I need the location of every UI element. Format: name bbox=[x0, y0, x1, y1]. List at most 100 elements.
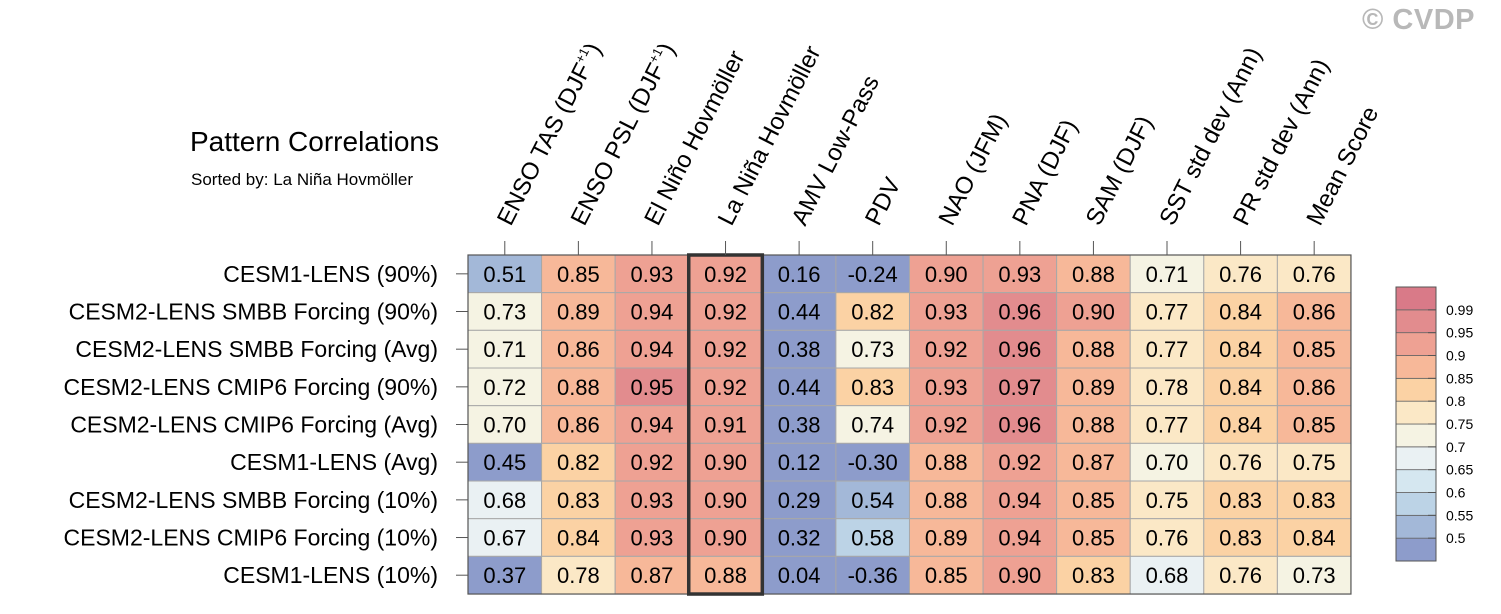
cell-value-label: 0.54 bbox=[851, 488, 894, 513]
cell-value-label: 0.83 bbox=[1293, 488, 1336, 513]
row-label: CESM1-LENS (90%) bbox=[223, 261, 438, 287]
cell-value-label: 0.96 bbox=[998, 413, 1041, 438]
cell-value-label: 0.88 bbox=[925, 450, 968, 475]
cell-value-label: 0.90 bbox=[704, 526, 747, 551]
cell-value-label: 0.84 bbox=[1219, 300, 1262, 325]
cell-value-label: 0.90 bbox=[925, 262, 968, 287]
heatmap-cell bbox=[1056, 442, 1131, 482]
heatmap-cell bbox=[835, 442, 910, 482]
cell-value-label: 0.89 bbox=[1072, 375, 1115, 400]
cell-value-label: 0.68 bbox=[483, 488, 526, 513]
cell-value-label: 0.86 bbox=[1293, 300, 1336, 325]
cell-value-label: 0.77 bbox=[1146, 337, 1189, 362]
cell-value-label: -0.30 bbox=[848, 450, 898, 475]
cell-value-label: 0.83 bbox=[557, 488, 600, 513]
colorbar-swatch bbox=[1395, 377, 1437, 402]
cell-value-label: 0.88 bbox=[1072, 413, 1115, 438]
copyright-watermark: © CVDP bbox=[1362, 4, 1475, 36]
heatmap-cell bbox=[1203, 480, 1278, 520]
cell-value-label: 0.84 bbox=[1219, 375, 1262, 400]
chart-subtitle: Sorted by: La Niña Hovmöller bbox=[191, 170, 414, 189]
colorbar-label: 0.9 bbox=[1446, 348, 1466, 364]
heatmap-cell bbox=[982, 518, 1058, 557]
heatmap-cell bbox=[541, 367, 616, 407]
cell-value-label: 0.83 bbox=[1219, 526, 1262, 551]
colorbar-swatch bbox=[1395, 423, 1437, 448]
heatmap-cell bbox=[1276, 555, 1352, 595]
cell-value-label: 0.90 bbox=[704, 450, 747, 475]
heatmap-cell bbox=[1129, 480, 1205, 520]
colorbar-swatch bbox=[1395, 400, 1437, 425]
colorbar-label: 0.65 bbox=[1446, 462, 1473, 478]
cell-value-label: 0.84 bbox=[557, 526, 600, 551]
heatmap-cell bbox=[835, 555, 910, 595]
cell-value-label: 0.73 bbox=[1293, 563, 1336, 588]
heatmap-cell bbox=[1129, 329, 1205, 369]
cell-value-label: 0.92 bbox=[998, 450, 1041, 475]
cell-value-label: 0.88 bbox=[1072, 337, 1115, 362]
heatmap-cell bbox=[1203, 518, 1278, 557]
column-label: PNA (DJF) bbox=[1007, 115, 1083, 229]
cell-value-label: 0.97 bbox=[998, 375, 1041, 400]
heatmap-cell bbox=[1203, 442, 1278, 482]
cell-value-label: 0.76 bbox=[1219, 563, 1262, 588]
cell-value-label: 0.87 bbox=[631, 563, 674, 588]
heatmap-cell bbox=[467, 555, 543, 595]
cell-value-label: 0.38 bbox=[778, 413, 821, 438]
heatmap-cell bbox=[761, 405, 837, 444]
cell-value-label: 0.37 bbox=[483, 563, 526, 588]
cell-value-label: 0.78 bbox=[1146, 375, 1189, 400]
cell-value-label: 0.44 bbox=[778, 375, 821, 400]
cell-value-label: 0.70 bbox=[483, 413, 526, 438]
heatmap-cell bbox=[1056, 329, 1131, 369]
colorbar-label: 0.7 bbox=[1446, 439, 1466, 455]
colorbar-label: 0.75 bbox=[1446, 416, 1473, 432]
cell-value-label: 0.94 bbox=[631, 337, 674, 362]
heatmap-cell bbox=[761, 480, 837, 520]
colorbar-label: 0.55 bbox=[1446, 507, 1473, 523]
cell-value-label: 0.96 bbox=[998, 337, 1041, 362]
cell-value-label: 0.88 bbox=[704, 563, 747, 588]
cell-value-label: 0.29 bbox=[778, 488, 821, 513]
colorbar-swatch bbox=[1395, 446, 1437, 471]
heatmap-cell bbox=[1276, 480, 1352, 520]
cell-value-label: 0.86 bbox=[1293, 375, 1336, 400]
cell-value-label: 0.16 bbox=[778, 262, 821, 287]
cell-value-label: 0.77 bbox=[1146, 413, 1189, 438]
cell-value-label: 0.90 bbox=[998, 563, 1041, 588]
cell-value-label: 0.90 bbox=[704, 488, 747, 513]
cell-value-label: 0.68 bbox=[1146, 563, 1189, 588]
cell-value-label: 0.84 bbox=[1219, 413, 1262, 438]
heatmap-cell bbox=[982, 442, 1058, 482]
colorbar-swatch bbox=[1395, 492, 1437, 516]
heatmap-cell bbox=[835, 367, 910, 407]
cell-value-label: 0.85 bbox=[557, 262, 600, 287]
cell-value-label: 0.93 bbox=[925, 375, 968, 400]
cell-value-label: 0.76 bbox=[1293, 262, 1336, 287]
colorbar-swatch bbox=[1395, 309, 1437, 334]
cell-value-label: 0.84 bbox=[1293, 526, 1336, 551]
heatmap-cell bbox=[761, 442, 837, 482]
cell-value-label: 0.84 bbox=[1219, 337, 1262, 362]
chart-title: Pattern Correlations bbox=[190, 126, 440, 157]
heatmap-cell bbox=[1276, 518, 1352, 557]
heatmap-cell bbox=[835, 292, 910, 331]
cell-value-label: 0.82 bbox=[557, 450, 600, 475]
cell-value-label: 0.88 bbox=[925, 488, 968, 513]
cell-value-label: 0.70 bbox=[1146, 450, 1189, 475]
cell-value-label: 0.86 bbox=[557, 337, 600, 362]
cell-value-label: 0.71 bbox=[1146, 262, 1189, 287]
heatmap-cell bbox=[1203, 254, 1278, 294]
column-label: NAO (JFM) bbox=[934, 109, 1013, 229]
heatmap-cell bbox=[1203, 555, 1278, 595]
cell-value-label: 0.32 bbox=[778, 526, 821, 551]
heatmap-cell bbox=[688, 518, 763, 557]
cell-value-label: 0.87 bbox=[1072, 450, 1115, 475]
cell-value-label: 0.92 bbox=[704, 300, 747, 325]
cell-value-label: 0.93 bbox=[631, 526, 674, 551]
cell-value-label: 0.12 bbox=[778, 450, 821, 475]
colorbar: 0.5 0.55 0.6 0.65 0.7 0.75 0.8 0.85 0.9 0.95 0.99 bbox=[1395, 286, 1473, 562]
heatmap-cell bbox=[614, 555, 690, 595]
column-label: Mean Score bbox=[1301, 102, 1384, 230]
cell-value-label: 0.45 bbox=[483, 450, 526, 475]
